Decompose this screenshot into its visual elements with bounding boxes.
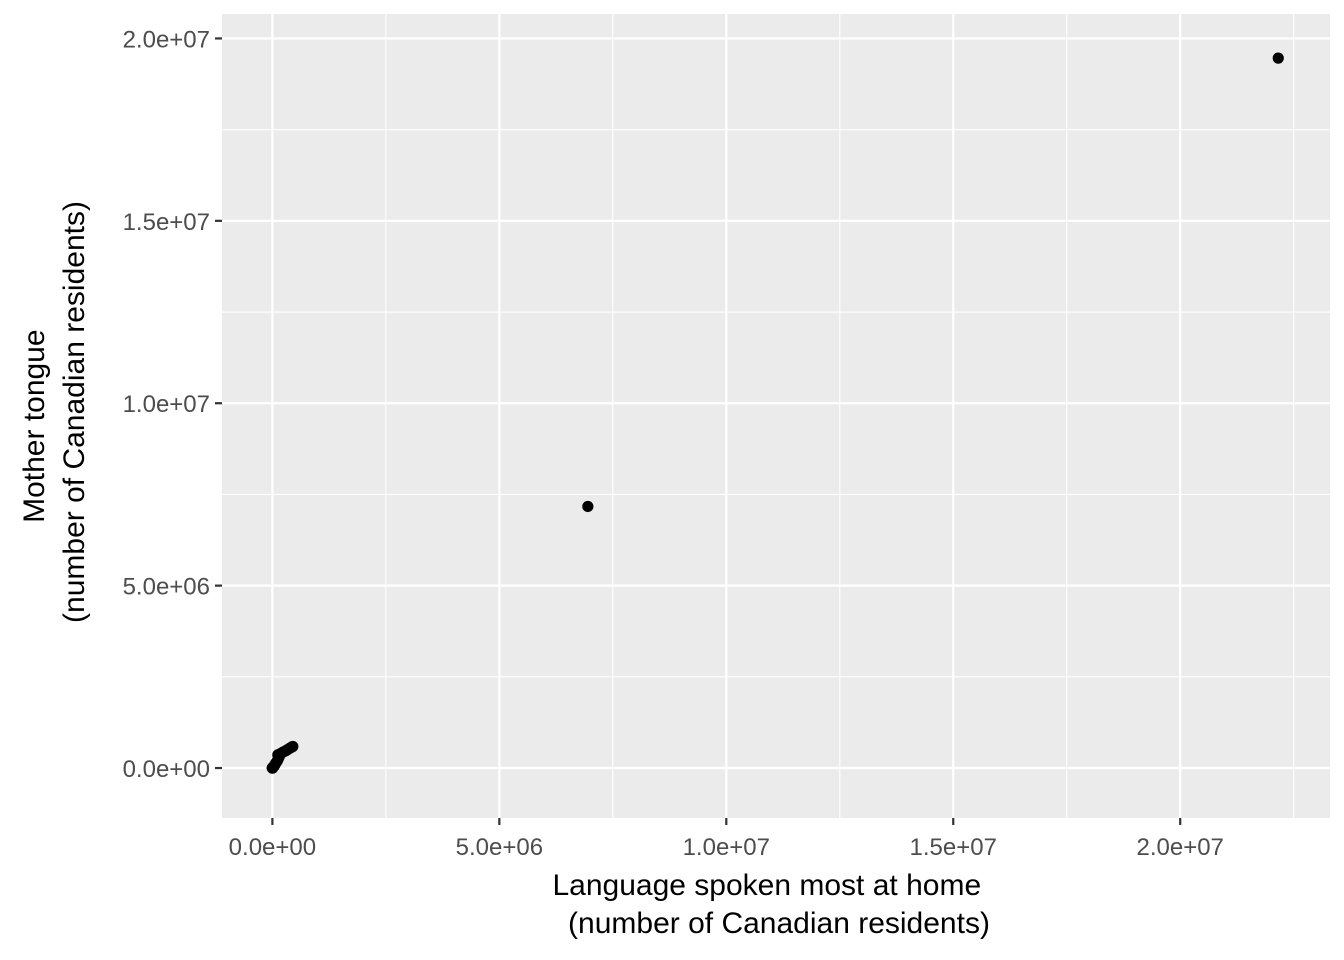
major-gridlines bbox=[222, 14, 1330, 818]
x-tick-label: 1.5e+07 bbox=[910, 834, 997, 861]
y-tick-label: 5.0e+06 bbox=[123, 574, 210, 601]
plot-panel bbox=[222, 14, 1330, 818]
y-axis: 0.0e+00 5.0e+06 1.0e+07 1.5e+07 2.0e+07 bbox=[123, 26, 222, 783]
y-tick-label: 1.0e+07 bbox=[123, 391, 210, 418]
x-tick-label: 2.0e+07 bbox=[1136, 834, 1223, 861]
data-point bbox=[582, 500, 594, 513]
x-axis: 0.0e+00 5.0e+06 1.0e+07 1.5e+07 2.0e+07 bbox=[229, 818, 1224, 861]
x-tick-label: 5.0e+06 bbox=[456, 834, 543, 861]
y-axis-title: Mother tongue (number of Canadian reside… bbox=[18, 201, 91, 623]
x-axis-title-line1: Language spoken most at home bbox=[553, 869, 982, 902]
data-point bbox=[266, 762, 278, 774]
data-point bbox=[1272, 52, 1284, 64]
y-axis-title-line1: Mother tongue bbox=[18, 329, 51, 522]
x-tick-label: 0.0e+00 bbox=[229, 834, 316, 861]
y-axis-title-line2: (number of Canadian residents) bbox=[58, 201, 91, 623]
data-points bbox=[266, 52, 1284, 774]
y-tick-label: 1.5e+07 bbox=[123, 209, 210, 236]
minor-gridlines bbox=[222, 14, 1330, 818]
x-tick-label: 1.0e+07 bbox=[683, 834, 770, 861]
x-axis-title: Language spoken most at home (number of … bbox=[553, 869, 990, 940]
y-tick-label: 0.0e+00 bbox=[123, 756, 210, 783]
y-tick-label: 2.0e+07 bbox=[123, 26, 210, 53]
x-axis-title-line2: (number of Canadian residents) bbox=[568, 907, 990, 940]
